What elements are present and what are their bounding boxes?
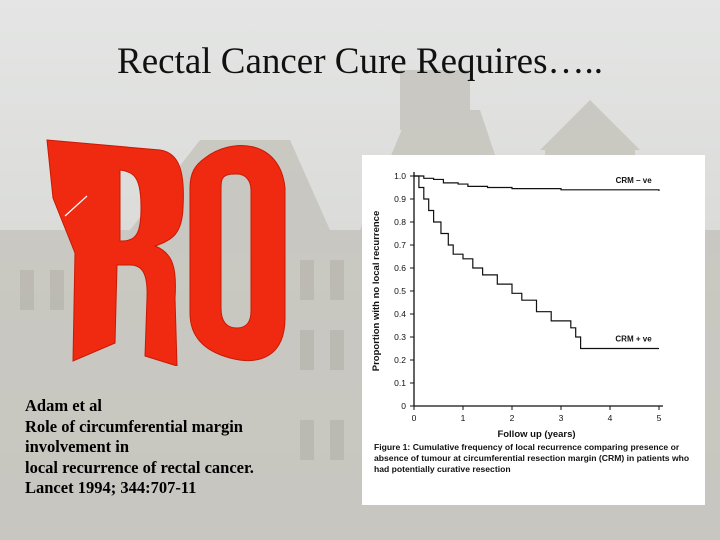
- x-tick-label: 4: [608, 413, 613, 423]
- y-tick-label: 0.2: [394, 355, 406, 365]
- figure-caption: Figure 1: Cumulative frequency of local …: [374, 442, 699, 475]
- citation-line: involvement in: [25, 437, 130, 456]
- series-line: [414, 175, 660, 191]
- y-tick-label: 0.9: [394, 194, 406, 204]
- y-tick-label: 0.4: [394, 309, 406, 319]
- y-tick-label: 0.1: [394, 378, 406, 388]
- citation-line: Lancet 1994; 344:707-11: [25, 478, 197, 497]
- x-tick-label: 3: [559, 413, 564, 423]
- recurrence-chart: 0 0.1 0.2 0.3 0.4 0.5 0.6 0.7 0.8 0.9 1.0 0 1 2 3 4 5 Fol…: [371, 171, 663, 440]
- y-tick-label: 0.7: [394, 240, 406, 250]
- citation-block: Adam et al Role of circumferential margi…: [25, 396, 355, 499]
- y-tick-label: 0.3: [394, 332, 406, 342]
- series-line: [414, 175, 659, 350]
- x-tick-label: 0: [412, 413, 417, 423]
- y-tick-label: 0: [401, 401, 406, 411]
- y-tick-label: 0.5: [394, 286, 406, 296]
- y-tick-label: 0.8: [394, 217, 406, 227]
- slide-title: Rectal Cancer Cure Requires…..: [117, 41, 603, 82]
- series-label: CRM – ve: [616, 176, 653, 185]
- citation-line: Adam et al: [25, 396, 102, 415]
- caption-text: Cumulative frequency of local recurrence…: [374, 442, 690, 474]
- kaplan-meier-figure: 0 0.1 0.2 0.3 0.4 0.5 0.6 0.7 0.8 0.9 1.0 0 1 2 3 4 5 Fol…: [362, 155, 705, 505]
- caption-label: Figure 1:: [374, 442, 411, 452]
- x-axis-title: Follow up (years): [497, 429, 575, 440]
- y-tick-label: 0.6: [394, 263, 406, 273]
- y-tick-label: 1.0: [394, 171, 406, 181]
- y-axis-title: Proportion with no local recurrence: [371, 211, 382, 371]
- citation-line: local recurrence of rectal cancer.: [25, 457, 254, 477]
- x-tick-label: 2: [510, 413, 515, 423]
- x-tick-label: 5: [657, 413, 662, 423]
- series-label: CRM + ve: [615, 335, 652, 344]
- x-tick-label: 1: [461, 413, 466, 423]
- r0-wordart-logo: [46, 139, 286, 366]
- citation-line: Role of circumferential margin: [25, 416, 243, 436]
